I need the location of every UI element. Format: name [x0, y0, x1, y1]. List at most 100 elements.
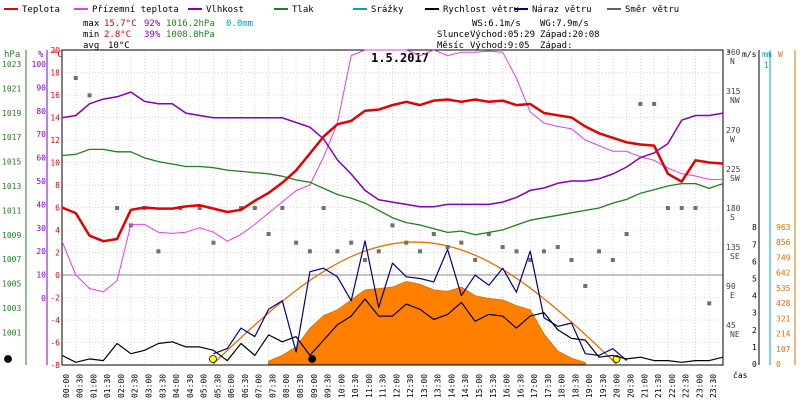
- x-tick-label-2: 01:00: [89, 374, 98, 398]
- x-tick-label-9: 04:30: [186, 374, 195, 398]
- x-tick-label-18: 09:00: [310, 374, 319, 398]
- axis-celsius-tick-11: -2: [50, 294, 60, 303]
- axis-watt-tick-1: 856: [776, 238, 791, 247]
- stat-avg-label: avg: [83, 41, 99, 51]
- stat-rain: 0.0mm: [226, 19, 253, 29]
- axis-hpa-tick-4: 1015: [2, 158, 21, 167]
- axis-celsius-tick-3: 14: [50, 114, 60, 123]
- sun-rise: Východ:05:29: [470, 30, 535, 40]
- wind-dir-point-25: [459, 240, 464, 245]
- axis-ms-tick-8: 0: [752, 360, 757, 369]
- x-tick-label-20: 10:00: [337, 374, 346, 398]
- axis-degrees-name-7: NE: [730, 330, 740, 339]
- wind-dir-point-1: [87, 93, 92, 98]
- axis-degrees-name-0: N: [730, 57, 735, 66]
- axis-degrees-tick-7: 45: [726, 321, 736, 330]
- wind-dir-point-28: [500, 245, 505, 249]
- sunrise-marker: [209, 355, 217, 363]
- stat-avg-temp: 10°C: [108, 41, 130, 51]
- x-tick-label-28: 14:00: [447, 374, 456, 398]
- sun-arc: [4, 241, 621, 365]
- wind-dir-point-31: [541, 249, 546, 254]
- axis-degrees-name-6: E: [730, 291, 735, 300]
- wind-dir-point-13: [294, 240, 299, 245]
- stat-max-hum: 92%: [144, 19, 161, 29]
- legend-label-5: Rychlost větru: [443, 5, 519, 15]
- axis-celsius-tick-8: 4: [55, 226, 60, 235]
- axis-celsius-tick-14: -8: [50, 361, 60, 370]
- x-tick-label-19: 09:30: [324, 374, 333, 398]
- wind-dir-point-33: [569, 258, 574, 262]
- axis-celsius-tick-4: 12: [50, 136, 60, 145]
- x-tick-label-37: 18:30: [571, 374, 580, 398]
- axis-watt-tick-6: 321: [776, 314, 791, 323]
- axis-celsius-tick-7: 6: [55, 204, 60, 213]
- wind-dir-point-2: [115, 206, 120, 210]
- axis-mm-label: mm: [762, 50, 772, 59]
- x-tick-label-0: 00:00: [62, 374, 71, 398]
- axis-degrees-name-4: S: [730, 213, 735, 222]
- axis-degrees-tick-1: 315: [726, 87, 741, 96]
- x-tick-label-23: 11:30: [379, 374, 388, 398]
- axis-watt-tick-7: 214: [776, 330, 791, 339]
- axis-ms-tick-5: 3: [752, 309, 757, 318]
- axis-hpa-tick-3: 1017: [2, 133, 21, 142]
- axis-ms-tick-1: 7: [752, 240, 757, 249]
- wind-dir-point-34: [583, 284, 588, 288]
- series-line-teplota: [61, 98, 724, 243]
- axis-ms-tick-0: 8: [752, 223, 757, 232]
- axis-degrees-tick-6: 90: [726, 282, 736, 291]
- axis-degrees-tick-2: 270: [726, 126, 741, 135]
- wind-dir-point-35: [597, 249, 602, 254]
- stats-panel: max 15.7°C 92% 1016.2hPa 0.0mm min 2.8°C 39% 100…: [83, 19, 600, 51]
- wind-dir-point-16: [335, 249, 340, 254]
- axis-ms-tick-6: 2: [752, 326, 757, 335]
- wind-dir-point-15: [321, 206, 326, 210]
- x-tick-label-3: 01:30: [103, 374, 112, 398]
- axis-watt-tick-9: 0: [776, 360, 781, 369]
- axis-degrees-tick-4: 180: [726, 204, 741, 213]
- axis-ms-tick-7: 1: [752, 343, 757, 352]
- x-tick-label-40: 20:00: [613, 374, 622, 398]
- legend: Teplota Přízemní teplota Vlhkost Tlak Srážky…: [4, 5, 679, 15]
- wind-dir-point-32: [555, 245, 560, 249]
- x-tick-label-24: 12:00: [392, 374, 401, 398]
- x-tick-label-32: 16:00: [503, 374, 512, 398]
- wind-dir-point-42: [693, 206, 698, 210]
- axis-celsius-tick-5: 10: [50, 159, 60, 168]
- chart-title: 1.5.2017: [371, 51, 429, 65]
- wind-dir-point-17: [349, 240, 354, 245]
- x-tick-label-34: 17:00: [530, 374, 539, 398]
- axis-percent-label: %: [38, 50, 44, 60]
- wind-dir-point-9: [239, 206, 244, 210]
- sun-label: Slunce: [437, 30, 470, 40]
- axes-group: hPa1023102110191017101510131011100910071…: [2, 46, 796, 370]
- axis-celsius-tick-12: -4: [50, 316, 60, 325]
- axis-percent-tick-4: 60: [36, 154, 46, 163]
- wind-dir-point-19: [376, 249, 381, 254]
- legend-label-6: Náraz větru: [532, 5, 592, 15]
- axis-celsius-tick-1: 18: [50, 69, 60, 78]
- axis-hpa-tick-10: 1003: [2, 304, 21, 313]
- axis-hpa-tick-6: 1011: [2, 206, 21, 215]
- x-tick-label-12: 06:00: [227, 374, 236, 398]
- axis-percent-tick-7: 30: [36, 224, 46, 233]
- x-tick-label-47: 23:30: [709, 374, 718, 398]
- axis-percent-tick-9: 10: [36, 271, 46, 280]
- axis-hpa-tick-9: 1005: [2, 280, 21, 289]
- axis-watt-tick-8: 107: [776, 345, 791, 354]
- axis-percent-tick-0: 100: [32, 60, 47, 69]
- x-tick-label-13: 06:30: [241, 374, 250, 398]
- stat-max-press: 1016.2hPa: [166, 19, 215, 29]
- axis-degrees-tick-0: 360: [726, 48, 741, 57]
- stat-min-label: min: [83, 30, 99, 40]
- x-tick-label-21: 10:30: [351, 374, 360, 398]
- moonset-marker: [4, 355, 12, 363]
- x-tick-label-7: 03:30: [158, 374, 167, 398]
- axis-ms-tick-3: 5: [752, 275, 757, 284]
- solar-fill: [268, 280, 586, 365]
- wind-dir-point-10: [252, 206, 257, 210]
- axis-degrees-label: °: [726, 50, 731, 60]
- wind-dir-point-14: [307, 249, 312, 254]
- axis-celsius-tick-6: 8: [55, 181, 60, 190]
